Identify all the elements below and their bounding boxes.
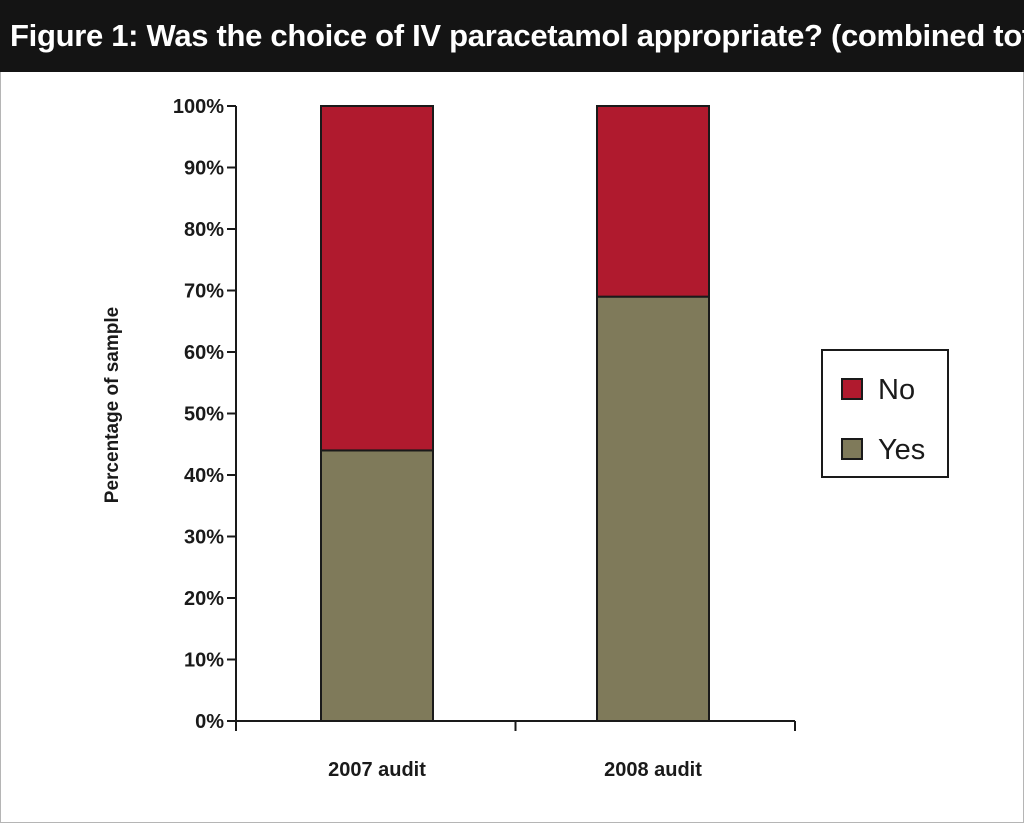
y-tick-label: 20% <box>184 588 224 610</box>
y-tick-label: 0% <box>195 711 224 733</box>
y-tick-label: 90% <box>184 158 224 180</box>
y-tick-label: 30% <box>184 527 224 549</box>
y-tick-label: 80% <box>184 219 224 241</box>
x-axis-ticks <box>235 721 796 731</box>
legend-swatch-no <box>841 378 863 400</box>
bars <box>320 105 710 722</box>
x-category-label: 2007 audit <box>328 759 426 781</box>
bar-no-2 <box>596 105 710 298</box>
y-tick-label: 10% <box>184 650 224 672</box>
y-tick-label: 40% <box>184 465 224 487</box>
legend-label-no: No <box>878 374 915 406</box>
y-axis-title: Percentage of sample <box>102 307 123 503</box>
y-tick-label: 50% <box>184 404 224 426</box>
bar-no-1 <box>320 105 434 452</box>
y-tick-label: 60% <box>184 342 224 364</box>
bar-yes-2 <box>596 295 710 722</box>
x-category-label: 2008 audit <box>604 759 702 781</box>
y-tick-label: 100% <box>173 96 224 118</box>
legend: No Yes <box>821 349 949 478</box>
bar-yes-1 <box>320 449 434 722</box>
x-axis-labels: 2007 audit 2008 audit <box>328 759 702 781</box>
y-tick-label: 70% <box>184 281 224 303</box>
legend-label-yes: Yes <box>878 434 925 466</box>
legend-swatch-yes <box>841 438 863 460</box>
y-axis-ticks: 0% 10% 20% 30% 40% 50% 60% 70% 80% 90% 100% <box>173 96 236 733</box>
figure-title: Figure 1: Was the choice of IV paracetam… <box>0 0 1024 72</box>
